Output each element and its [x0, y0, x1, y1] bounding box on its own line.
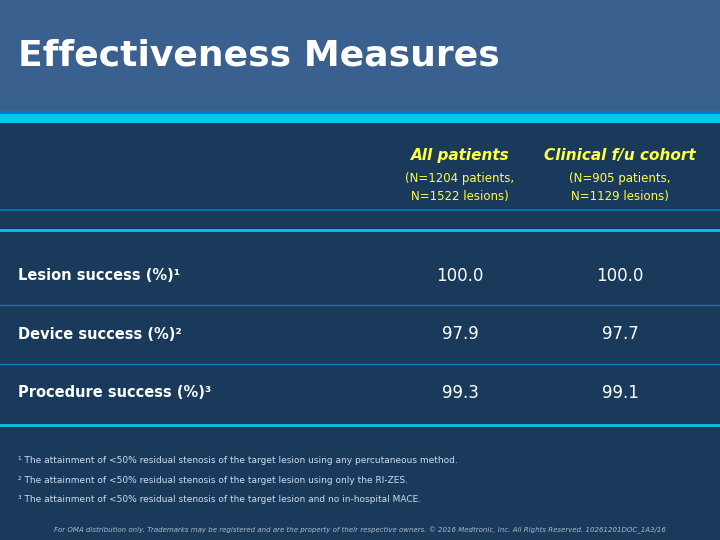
Text: 100.0: 100.0	[436, 267, 484, 285]
Text: Procedure success (%)³: Procedure success (%)³	[18, 386, 211, 400]
Text: 97.9: 97.9	[441, 325, 478, 343]
Text: ³ The attainment of <50% residual stenosis of the target lesion and no in-hospit: ³ The attainment of <50% residual stenos…	[18, 495, 421, 504]
Polygon shape	[647, 21, 671, 85]
Polygon shape	[629, 21, 653, 85]
Text: 97.7: 97.7	[602, 325, 639, 343]
Text: ¹ The attainment of <50% residual stenosis of the target lesion using any percut: ¹ The attainment of <50% residual stenos…	[18, 456, 458, 465]
Text: 99.1: 99.1	[602, 384, 639, 402]
Text: (N=1204 patients,
N=1522 lesions): (N=1204 patients, N=1522 lesions)	[405, 172, 515, 203]
Text: Lesion success (%)¹: Lesion success (%)¹	[18, 268, 180, 283]
Text: 100.0: 100.0	[596, 267, 644, 285]
Text: PROPEL: PROPEL	[642, 90, 676, 99]
Text: 99.3: 99.3	[441, 384, 478, 402]
Text: ² The attainment of <50% residual stenosis of the target lesion using only the R: ² The attainment of <50% residual stenos…	[18, 476, 408, 484]
Polygon shape	[626, 79, 691, 87]
Text: (N=905 patients,
N=1129 lesions): (N=905 patients, N=1129 lesions)	[570, 172, 671, 203]
Text: For OMA distribution only. Trademarks may be registered and are the property of : For OMA distribution only. Trademarks ma…	[54, 526, 666, 534]
Polygon shape	[665, 21, 689, 85]
Text: Device success (%)²: Device success (%)²	[18, 327, 181, 342]
Text: Effectiveness Measures: Effectiveness Measures	[18, 38, 500, 72]
Text: All patients: All patients	[410, 147, 509, 163]
Text: Clinical f/u cohort: Clinical f/u cohort	[544, 147, 696, 163]
